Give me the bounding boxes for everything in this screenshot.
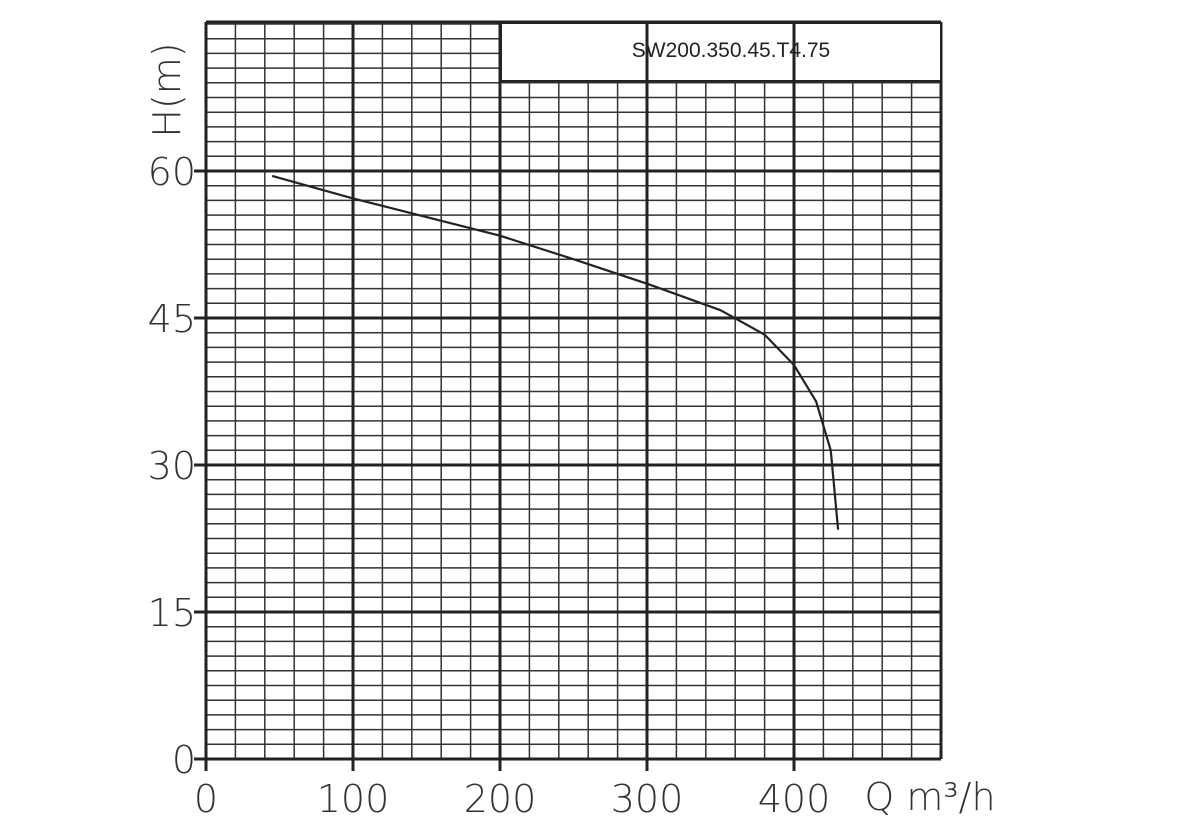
chart-title: SW200.350.45.T4.75: [632, 39, 830, 62]
x-tick-label: 200: [464, 777, 537, 821]
curve: [271, 174, 840, 530]
y-tick-label: 0: [172, 738, 196, 782]
x-axis-label: Q m³/h: [864, 775, 995, 819]
x-tick-label: 100: [317, 777, 390, 821]
y-axis-label: H(m): [145, 42, 189, 137]
y-tick-label: 45: [148, 297, 196, 341]
x-tick-label: 300: [611, 777, 684, 821]
y-tick-label: 15: [148, 591, 196, 635]
x-tick-label: 400: [758, 777, 831, 821]
y-tick-label: 60: [148, 150, 196, 194]
grid: [205, 20, 943, 760]
title-box: [500, 22, 942, 82]
y-tick-label: 30: [148, 444, 196, 488]
x-tick-label: 0: [194, 777, 218, 821]
